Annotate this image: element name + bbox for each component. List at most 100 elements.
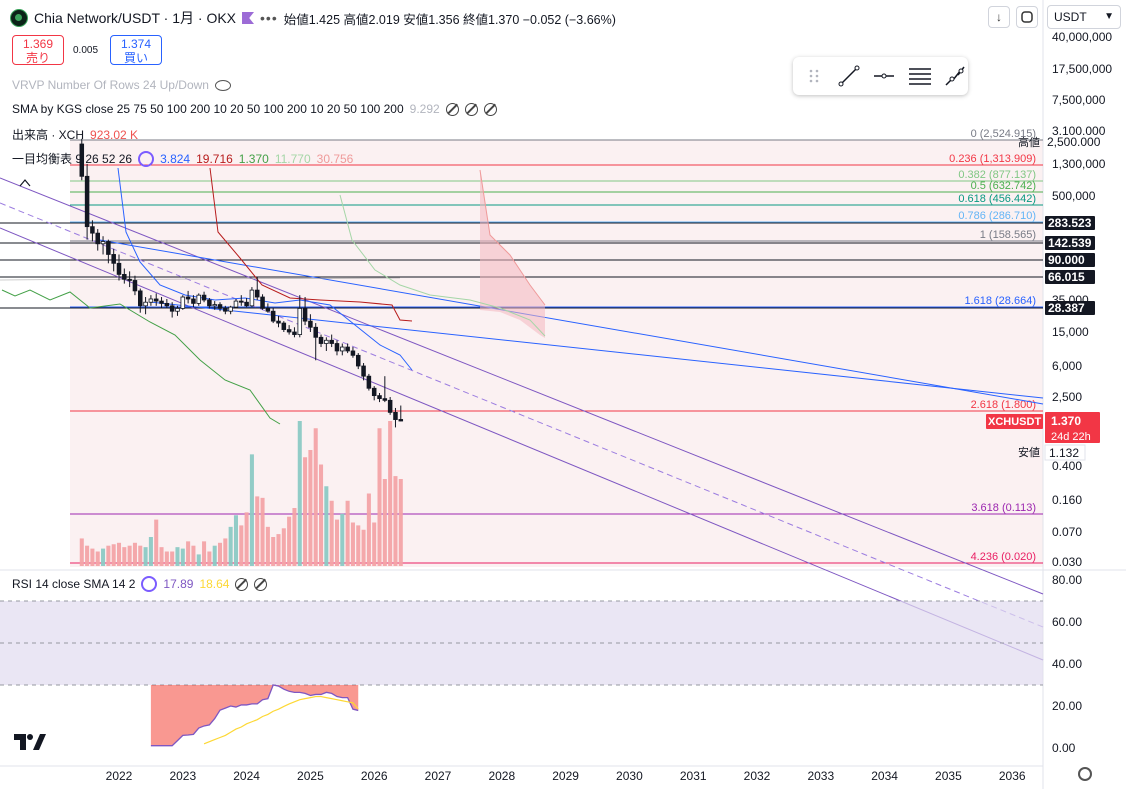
candle-body — [355, 354, 361, 367]
symbol-tag: XCHUSDT — [988, 416, 1041, 428]
vrvp-label: VRVP Number Of Rows 24 Up/Down — [12, 78, 209, 92]
rsi-line — [150, 684, 359, 747]
volume-bar — [79, 538, 84, 566]
volume-bar — [334, 519, 340, 566]
more-options-icon[interactable]: ••• — [260, 10, 278, 26]
volume-bar — [212, 545, 217, 566]
buy-button[interactable]: 1.374 買い — [110, 35, 162, 65]
volume-bar — [393, 476, 398, 566]
fib-level-label: 2.618 (1.800) — [971, 399, 1036, 411]
channel-line-upper — [0, 177, 1044, 595]
price-tag: 283.523 — [1048, 216, 1092, 230]
fib-tool-icon[interactable] — [943, 62, 968, 90]
candle-body — [387, 399, 393, 413]
rsi-legend[interactable]: RSI 14 close SMA 14 2 17.89 18.64 — [12, 576, 268, 592]
candle-body — [302, 308, 308, 322]
candle-body — [377, 395, 382, 400]
candle-body — [286, 329, 292, 333]
candle-body — [228, 306, 233, 312]
volume-bar — [191, 545, 196, 566]
low-price-tag: 1.132 — [1049, 446, 1079, 460]
rsi-axis-tick: 80.00 — [1052, 573, 1082, 587]
download-button[interactable]: ↓ — [988, 6, 1010, 28]
channel-line-lower — [0, 227, 1044, 661]
na-icon — [445, 102, 459, 116]
rsi-value: 17.89 — [163, 577, 194, 591]
price-axis-tick: 17,500,000 — [1052, 62, 1112, 76]
cycle-icon[interactable] — [141, 576, 158, 592]
horizontal-line-tool-icon[interactable] — [872, 62, 897, 90]
volume-bar — [148, 537, 153, 566]
candle-body — [84, 175, 90, 228]
ichimoku-span-b — [479, 169, 546, 306]
na-icon — [235, 577, 249, 591]
ichimoku-span-b-value: 30.756 — [316, 151, 354, 166]
cycle-icon[interactable] — [138, 150, 155, 167]
sma-label: SMA by KGS close 25 75 50 100 200 10 20 … — [12, 102, 404, 116]
chart-header: Chia Network/USDT · 1月 · OKX ••• 始値1.425… — [10, 8, 616, 28]
price-tag: 142.539 — [1048, 236, 1092, 250]
ichimoku-cloud — [480, 170, 545, 338]
volume-bar — [106, 545, 111, 566]
currency-select[interactable]: USDT ▼ — [1047, 5, 1121, 29]
rsi-sma-line — [203, 695, 359, 745]
time-axis-tick: 2027 — [425, 769, 452, 783]
parallel-channel-tool-icon[interactable] — [907, 62, 933, 90]
fullscreen-button[interactable] — [1016, 6, 1038, 28]
candle-body — [191, 298, 196, 304]
candle-body — [244, 301, 249, 307]
volume-bar — [377, 428, 382, 566]
hidden-eye-icon[interactable] — [214, 79, 231, 91]
sell-label: 売り — [25, 51, 50, 65]
price-axis-tick: 0.030 — [1052, 555, 1082, 569]
volume-bar — [170, 551, 175, 566]
ichimoku-conversion-line — [117, 167, 413, 371]
volume-legend[interactable]: 出来高 · XCH 923.02 K — [12, 126, 138, 143]
flag-icon[interactable] — [242, 12, 255, 24]
ichimoku-conversion-value: 3.824 — [160, 151, 191, 166]
candle-body — [313, 326, 318, 338]
price-tag-bg — [1045, 253, 1095, 267]
symbol-title[interactable]: Chia Network/USDT · 1月 · OKX — [34, 10, 237, 26]
candle-body — [382, 398, 388, 401]
volume-bar — [85, 545, 90, 566]
na-icon — [483, 102, 497, 116]
volume-label: 出来高 · XCH — [12, 128, 85, 142]
collapse-caret-icon — [19, 179, 31, 187]
candle-body — [138, 290, 143, 307]
volume-bar — [313, 428, 318, 566]
candle-body — [153, 298, 159, 302]
candle-body — [350, 350, 356, 356]
ichimoku-legend[interactable]: 一目均衡表 9 26 52 26 3.824 19.716 1.370 11.7… — [12, 150, 353, 167]
price-axis-tick: 6,000 — [1052, 359, 1082, 373]
volume-bar — [228, 526, 233, 566]
candle-body — [371, 387, 377, 397]
volume-bar — [271, 537, 276, 566]
last-price-tag-bg — [1045, 412, 1100, 443]
candle-body — [393, 411, 398, 420]
candle-body — [398, 419, 404, 422]
high-price-tag: 2,500.000 — [1047, 135, 1101, 149]
volume-bar — [202, 541, 207, 566]
volume-bar — [164, 551, 169, 566]
volume-bar — [175, 547, 180, 566]
price-axis-tick: 7,500,000 — [1052, 93, 1106, 107]
vrvp-legend[interactable]: VRVP Number Of Rows 24 Up/Down — [12, 78, 231, 92]
trend-line-tool-icon[interactable] — [836, 62, 861, 90]
candle-body — [292, 331, 297, 335]
candle-body — [201, 294, 207, 301]
volume-bar — [217, 542, 223, 566]
drag-handle-icon[interactable] — [801, 62, 826, 90]
candle-body — [116, 262, 122, 275]
settings-gear-icon[interactable] — [1078, 767, 1092, 781]
time-axis-tick: 2028 — [488, 769, 515, 783]
price-axis-tick: 2,500 — [1052, 390, 1082, 404]
candle-body — [345, 346, 350, 352]
tradingview-logo — [14, 733, 46, 756]
sma-legend[interactable]: SMA by KGS close 25 75 50 100 200 10 20 … — [12, 102, 497, 116]
volume-bar — [366, 493, 371, 566]
sell-button[interactable]: 1.369 売り — [12, 35, 64, 65]
volume-bar — [308, 450, 313, 566]
candle-body — [233, 300, 239, 308]
